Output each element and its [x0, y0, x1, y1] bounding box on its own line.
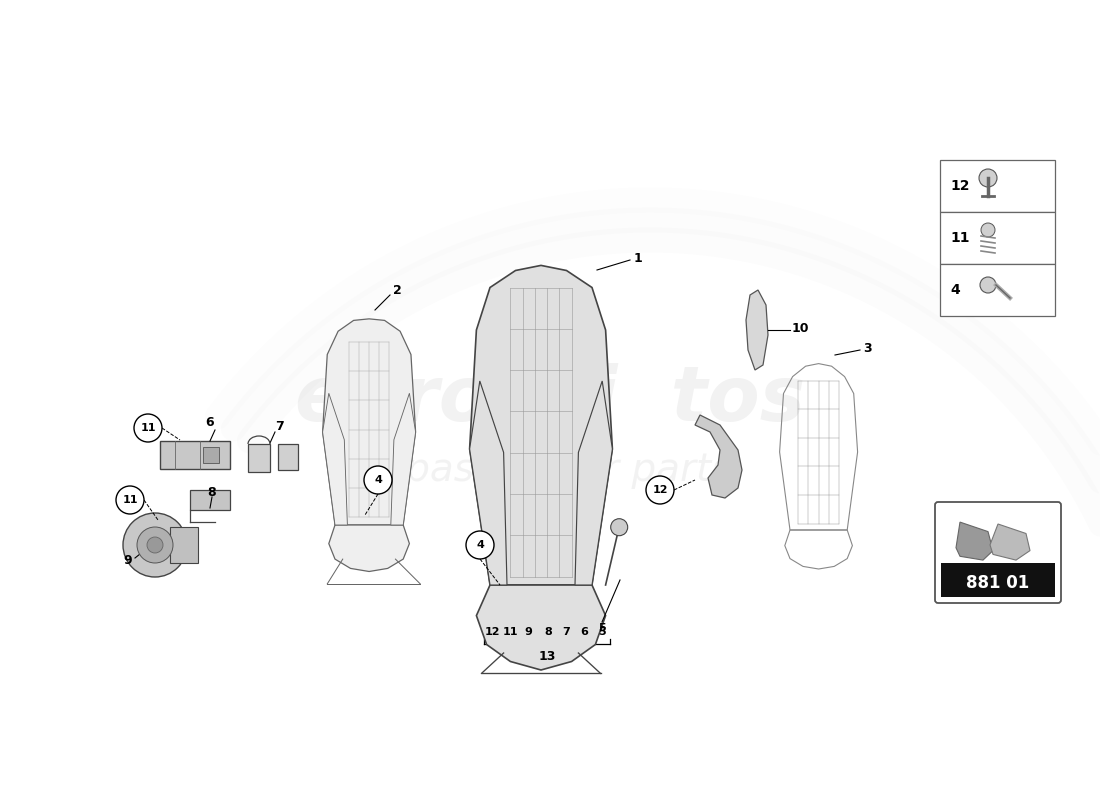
Polygon shape	[470, 266, 613, 585]
Text: 9: 9	[524, 627, 532, 637]
Text: a passion for parts: a passion for parts	[368, 451, 732, 489]
Bar	[170, 527, 198, 563]
Text: 11: 11	[122, 495, 138, 505]
FancyBboxPatch shape	[935, 502, 1062, 603]
Text: 5: 5	[598, 623, 606, 633]
Bar	[248, 444, 270, 472]
Bar	[940, 160, 1055, 212]
Text: 8: 8	[544, 627, 552, 637]
Text: 8: 8	[208, 486, 217, 498]
Text: 12: 12	[950, 179, 969, 193]
Circle shape	[138, 527, 173, 563]
Text: 13: 13	[538, 650, 556, 662]
Bar	[940, 212, 1055, 264]
Text: 3: 3	[864, 342, 872, 354]
Circle shape	[610, 518, 628, 536]
Text: 7: 7	[562, 627, 570, 637]
Circle shape	[134, 414, 162, 442]
Circle shape	[123, 513, 187, 577]
Bar	[160, 441, 230, 469]
Text: 10: 10	[791, 322, 808, 334]
Circle shape	[981, 223, 996, 237]
Text: 12: 12	[484, 627, 499, 637]
Circle shape	[116, 486, 144, 514]
Text: 7: 7	[276, 419, 285, 433]
Circle shape	[646, 476, 674, 504]
Circle shape	[466, 531, 494, 559]
Polygon shape	[476, 585, 606, 670]
Text: 6: 6	[580, 627, 587, 637]
Text: 11: 11	[141, 423, 156, 433]
Text: 5: 5	[598, 627, 606, 637]
Text: 4: 4	[476, 540, 484, 550]
Text: 9: 9	[123, 554, 132, 566]
Bar	[204, 447, 219, 463]
Text: 6: 6	[206, 417, 214, 430]
Text: 1: 1	[634, 251, 642, 265]
Text: 2: 2	[393, 283, 402, 297]
Text: 4: 4	[374, 475, 382, 485]
Polygon shape	[956, 522, 993, 560]
Text: 11: 11	[950, 231, 969, 245]
Text: 881 01: 881 01	[967, 574, 1030, 592]
Text: 4: 4	[950, 283, 959, 297]
Bar	[278, 444, 298, 470]
Bar	[940, 264, 1055, 316]
Polygon shape	[575, 381, 613, 585]
Circle shape	[979, 169, 997, 187]
Polygon shape	[470, 381, 507, 585]
Polygon shape	[746, 290, 768, 370]
Polygon shape	[695, 415, 743, 498]
Text: 12: 12	[652, 485, 668, 495]
Text: eurospi  tos: eurospi tos	[295, 363, 805, 437]
Circle shape	[364, 466, 392, 494]
Circle shape	[980, 277, 996, 293]
Bar	[190, 490, 230, 510]
Polygon shape	[329, 525, 409, 571]
Polygon shape	[322, 394, 348, 525]
Polygon shape	[390, 394, 416, 525]
Bar	[940, 563, 1055, 597]
Polygon shape	[990, 524, 1030, 560]
Polygon shape	[322, 319, 416, 525]
Circle shape	[147, 537, 163, 553]
Text: 11: 11	[503, 627, 518, 637]
